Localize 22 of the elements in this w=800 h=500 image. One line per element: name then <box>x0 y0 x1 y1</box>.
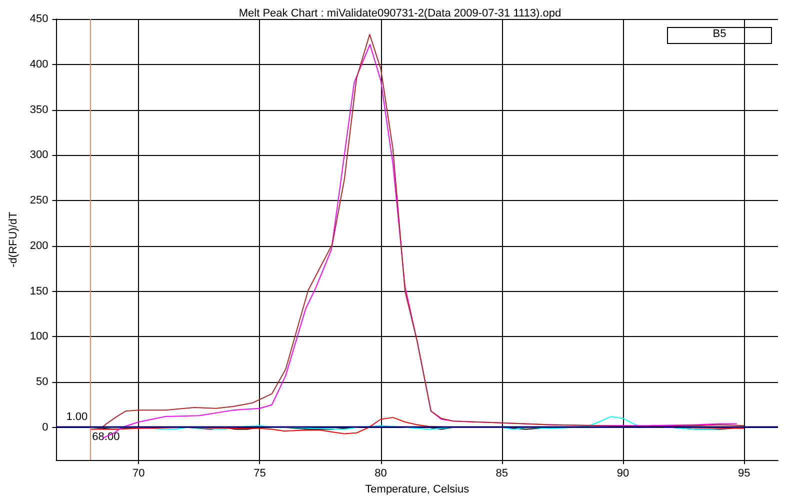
y-tick-label: 300 <box>30 149 48 162</box>
x-axis-title: Temperature, Celsius <box>365 484 470 496</box>
ref-line-label: 68.00 <box>92 430 120 443</box>
y-tick-label: 450 <box>30 13 48 25</box>
y-tick-label: 100 <box>30 330 48 343</box>
x-tick-label: 80 <box>374 468 387 480</box>
y-tick-label: 150 <box>30 285 48 298</box>
y-tick-label: 50 <box>36 376 48 388</box>
chart-title: Melt Peak Chart : miValidate090731-2(Data 2009-07-31 1113).opd <box>238 8 562 20</box>
x-tick-label: 95 <box>738 468 750 480</box>
annotation: B5 <box>667 27 772 44</box>
ref-line-label: 1.00 <box>66 411 88 424</box>
x-tick-label: 90 <box>616 468 630 480</box>
x-tick-label: 70 <box>132 468 145 480</box>
y-tick-label: 400 <box>30 58 48 70</box>
y-tick-label: 350 <box>30 104 48 116</box>
y-axis-title: -d(RFU)/dT <box>8 211 20 268</box>
y-tick-label: 250 <box>30 194 48 207</box>
x-tick-label: 75 <box>254 468 266 480</box>
x-tick-label: 85 <box>496 468 508 480</box>
y-tick-label: 0 <box>42 421 48 434</box>
y-tick-label: 200 <box>30 240 48 252</box>
